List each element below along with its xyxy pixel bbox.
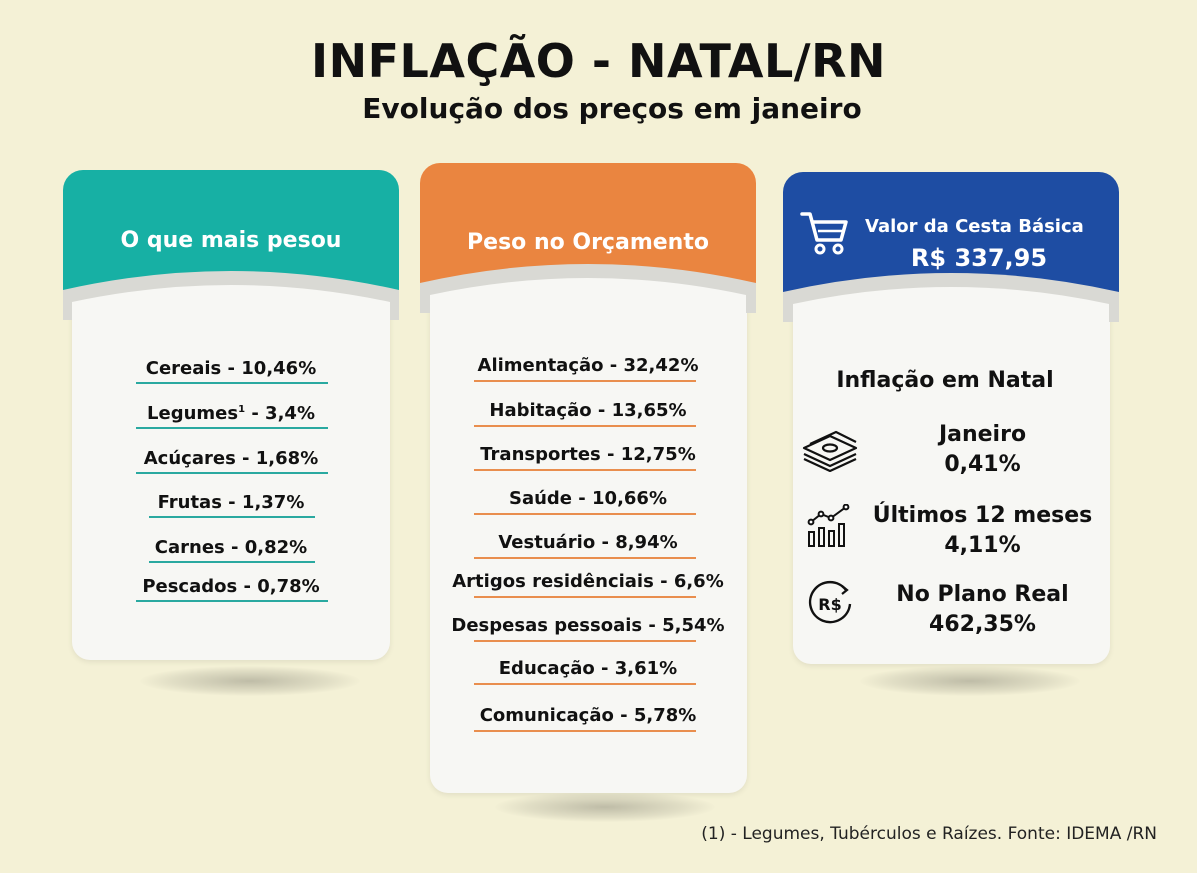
budget-list-item-label: Comunicação - 5,78%	[479, 705, 697, 726]
basket-label: Valor da Cesta Básica	[865, 216, 1084, 237]
left-list-underline	[149, 561, 315, 563]
budget-list-underline	[474, 683, 696, 685]
left-card-header: O que mais pesou	[63, 170, 399, 320]
basket-value: R$ 337,95	[910, 244, 1048, 272]
budget-list-item: Habitação - 13,65%	[420, 400, 756, 421]
left-list-underline	[136, 427, 328, 429]
budget-list-item-label: Artigos residênciais - 6,6%	[452, 571, 724, 592]
footer-note: (1) - Legumes, Tubérculos e Raízes. Font…	[701, 824, 1157, 844]
left-list-item: Cereais - 10,46%	[72, 358, 390, 379]
budget-list-item: Vestuário - 8,94%	[420, 532, 756, 553]
left-list-item-suffix: - 3,4%	[245, 403, 315, 424]
budget-list-item: Saúde - 10,66%	[420, 488, 756, 509]
inflation-stat-label: Janeiro	[938, 422, 1027, 447]
right-card-header: Valor da Cesta Básica R$ 337,95	[783, 172, 1119, 322]
budget-list-item-label: Educação - 3,61%	[498, 658, 678, 679]
inflation-section-title: Inflação em Natal	[836, 368, 1054, 393]
page-title: INFLAÇÃO - NATAL/RN	[311, 34, 886, 88]
growth-chart-icon	[807, 504, 850, 547]
left-list-item-label: Cereais - 10,46%	[145, 358, 317, 379]
middle-card-header: Peso no Orçamento	[420, 163, 756, 313]
budget-list-underline	[474, 513, 696, 515]
middle-card-shadow	[495, 792, 715, 822]
budget-list-underline	[474, 730, 696, 732]
budget-list-item-label: Habitação - 13,65%	[489, 400, 687, 421]
left-list-item: Frutas - 1,37%	[72, 492, 390, 513]
left-list-item: Acúçares - 1,68%	[72, 448, 390, 469]
middle-card	[430, 245, 747, 793]
left-list-underline	[136, 382, 328, 384]
budget-list-underline	[474, 640, 696, 642]
left-list-underline	[136, 472, 328, 474]
left-list-underline	[149, 516, 315, 518]
inflation-stat-value: 0,41%	[944, 452, 1021, 477]
left-list-item-label: Legumes	[147, 403, 239, 424]
budget-list-underline	[474, 469, 696, 471]
page-subtitle: Evolução dos preços em janeiro	[362, 92, 862, 125]
left-list-underline	[136, 600, 328, 602]
left-list-item-label: Carnes - 0,82%	[154, 537, 308, 558]
inflation-stat-label: Últimos 12 meses	[872, 503, 1093, 528]
budget-list-underline	[474, 380, 696, 382]
budget-list-item: Artigos residênciais - 6,6%	[420, 571, 756, 592]
inflation-stat-value: 4,11%	[944, 533, 1021, 558]
left-list-item-label: Frutas - 1,37%	[157, 492, 305, 513]
budget-list-item: Comunicação - 5,78%	[420, 705, 756, 726]
budget-list-item: Alimentação - 32,42%	[420, 355, 756, 376]
left-list-item: Carnes - 0,82%	[72, 537, 390, 558]
budget-list-item-label: Vestuário - 8,94%	[498, 532, 678, 553]
left-list-item: Legumes1 - 3,4%	[72, 403, 390, 424]
budget-list-item-label: Alimentação - 32,42%	[477, 355, 699, 376]
budget-list-item: Educação - 3,61%	[420, 658, 756, 679]
budget-list-underline	[474, 596, 696, 598]
left-card-wave	[63, 271, 399, 320]
middle-card-header-title: Peso no Orçamento	[467, 230, 709, 255]
right-card-wave	[783, 273, 1119, 322]
budget-list-underline	[474, 557, 696, 559]
shopping-cart-icon	[800, 212, 848, 255]
svg-text:R$: R$	[818, 595, 841, 614]
inflation-stat-label: No Plano Real	[896, 582, 1069, 607]
budget-list-item-label: Transportes - 12,75%	[480, 444, 696, 465]
left-card-header-title: O que mais pesou	[120, 228, 342, 253]
budget-list-item: Transportes - 12,75%	[420, 444, 756, 465]
left-card-shadow	[140, 666, 360, 696]
budget-list-underline	[474, 425, 696, 427]
footnote-marker: 1	[238, 404, 246, 415]
middle-card-wave	[420, 264, 756, 313]
left-list-item: Pescados - 0,78%	[72, 576, 390, 597]
budget-list-item: Despesas pessoais - 5,54%	[420, 615, 756, 636]
inflation-stat-value: 462,35%	[929, 612, 1036, 637]
budget-list-item-label: Saúde - 10,66%	[509, 488, 667, 509]
left-list-item-label: Acúçares - 1,68%	[143, 448, 319, 469]
right-card-shadow	[860, 666, 1080, 696]
real-coin-icon: R$	[808, 580, 852, 624]
money-stack-icon	[802, 430, 858, 472]
left-list-item-label: Pescados - 0,78%	[142, 576, 320, 597]
budget-list-item-label: Despesas pessoais - 5,54%	[451, 615, 725, 636]
